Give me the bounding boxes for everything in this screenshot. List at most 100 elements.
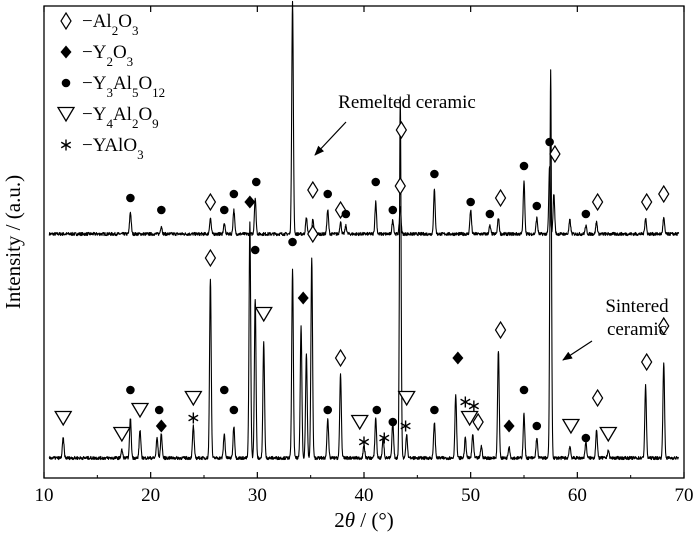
- asterisk-marker: [468, 400, 479, 412]
- filled-circle-marker: [581, 433, 591, 443]
- y-axis-label: Intensity / (a.u.): [1, 175, 25, 309]
- filled-circle-marker: [154, 405, 164, 415]
- series-arrow: [314, 121, 347, 156]
- asterisk-stroke: [188, 414, 199, 422]
- legend-asterisk: [60, 139, 72, 151]
- filled-circle-marker: [341, 209, 351, 219]
- series-line-2: [48, 69, 680, 461]
- filled-circle-marker: [219, 205, 229, 215]
- filled-circle-marker: [371, 177, 381, 187]
- series-line-1: [48, 0, 680, 237]
- filled-diamond-marker: [503, 419, 515, 433]
- filled-circle-marker: [250, 245, 260, 255]
- x-tick-label: 50: [461, 485, 480, 506]
- series-label-line: Sintered: [605, 296, 669, 317]
- filled-circle-marker: [466, 197, 475, 207]
- asterisk-marker: [460, 396, 471, 408]
- filled-circle-marker: [581, 209, 591, 219]
- legend-filled-diamond: [60, 45, 72, 59]
- filled-circle-marker: [519, 161, 529, 171]
- x-axis-label: 2θ / (°): [334, 508, 394, 532]
- open-diamond-marker: [307, 224, 319, 244]
- open-diamond-marker: [640, 192, 653, 212]
- filled-circle-marker: [485, 209, 495, 219]
- open-diamond-marker: [395, 120, 408, 140]
- filled-circle-marker: [251, 177, 261, 187]
- x-tick-label: 70: [675, 485, 694, 506]
- x-tick-label: 10: [35, 485, 54, 506]
- filled-circle-marker: [126, 193, 135, 203]
- series-arrow: [562, 340, 593, 361]
- filled-circle-marker: [388, 205, 398, 215]
- filled-circle-marker: [126, 385, 135, 395]
- filled-circle-marker: [229, 405, 239, 415]
- legend-open-diamond: [60, 11, 72, 31]
- filled-circle-marker: [388, 417, 398, 427]
- filled-diamond-marker: [244, 195, 256, 209]
- filled-circle-marker: [157, 205, 166, 215]
- legend-label: −Al2O3: [82, 11, 138, 38]
- x-tick-label: 30: [248, 485, 267, 506]
- filled-circle-marker: [323, 405, 333, 415]
- filled-circle-marker: [430, 405, 439, 415]
- open-diamond-marker: [494, 320, 507, 340]
- filled-circle-marker: [372, 405, 382, 415]
- legend-label: −Y3Al5O12: [82, 73, 165, 100]
- filled-circle-marker: [545, 137, 554, 147]
- phase-markers: [54, 120, 670, 448]
- asterisk-stroke: [60, 141, 72, 149]
- filled-circle-marker: [430, 169, 439, 179]
- series-label-line: Remelted ceramic: [338, 92, 476, 113]
- open-triangle-marker: [460, 410, 479, 427]
- open-diamond-marker: [472, 412, 484, 432]
- legend-label: −YAlO3: [82, 135, 144, 162]
- legend: −Al2O3 −Y2O3 −Y3Al5O12 −Y4Al2O9 −YAlO3: [56, 11, 165, 162]
- open-diamond-marker: [591, 192, 604, 212]
- x-tick-label: 40: [355, 485, 374, 506]
- open-diamond-marker: [394, 176, 406, 196]
- x-axis-ticks: 10 20 30 40 50 60 70: [35, 6, 694, 506]
- filled-circle-marker: [323, 189, 333, 199]
- open-diamond-marker: [549, 144, 561, 164]
- filled-circle-marker: [219, 385, 229, 395]
- open-diamond-marker: [307, 180, 319, 200]
- asterisk-stroke: [400, 422, 411, 430]
- asterisk-marker: [379, 432, 390, 444]
- open-triangle-marker: [254, 306, 273, 323]
- open-triangle-marker: [599, 426, 618, 443]
- filled-diamond-marker: [452, 351, 464, 365]
- open-diamond-marker: [204, 192, 217, 212]
- legend-open-triangle: [56, 106, 76, 123]
- asterisk-stroke: [468, 402, 479, 410]
- series-label-line: ceramic: [607, 319, 667, 340]
- x-tick-label: 20: [141, 485, 160, 506]
- filled-diamond-marker: [155, 419, 167, 433]
- open-triangle-marker: [184, 390, 203, 407]
- open-diamond-marker: [640, 352, 653, 372]
- open-triangle-marker: [112, 426, 132, 443]
- filled-circle-marker: [532, 421, 542, 431]
- open-triangle-marker: [130, 402, 150, 419]
- legend-filled-circle: [61, 78, 71, 88]
- legend-label: −Y2O3: [82, 42, 133, 69]
- filled-circle-marker: [532, 201, 542, 211]
- open-diamond-marker: [591, 388, 604, 408]
- x-tick-label: 60: [568, 485, 587, 506]
- asterisk-marker: [358, 436, 370, 448]
- open-triangle-marker: [54, 410, 73, 427]
- asterisk-stroke: [460, 398, 471, 406]
- open-triangle-marker: [350, 414, 369, 431]
- filled-circle-marker: [288, 237, 297, 247]
- open-diamond-marker: [658, 184, 670, 204]
- asterisk-stroke: [358, 438, 370, 446]
- open-diamond-marker: [658, 316, 670, 336]
- open-triangle-marker: [397, 390, 416, 407]
- asterisk-marker: [188, 412, 199, 424]
- open-diamond-marker: [204, 248, 217, 268]
- asterisk-stroke: [379, 434, 390, 442]
- asterisk-marker: [400, 420, 411, 432]
- filled-diamond-marker: [297, 291, 309, 305]
- filled-circle-marker: [229, 189, 239, 199]
